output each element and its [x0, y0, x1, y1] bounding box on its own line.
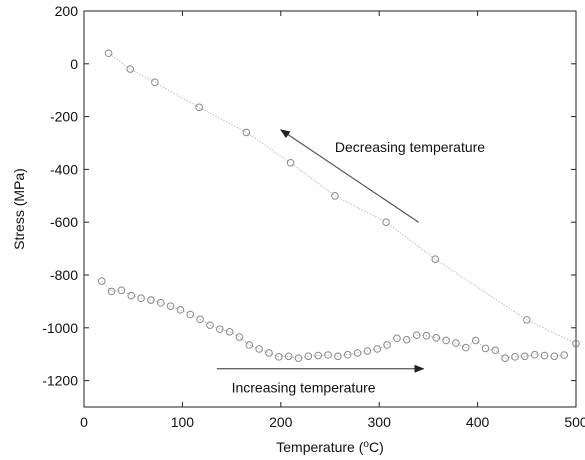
data-point [97, 277, 106, 285]
data-point [452, 339, 460, 347]
annotations: Decreasing temperature Increasing tempera… [216, 129, 485, 395]
plot-area [83, 10, 577, 408]
x-tick-label: 200 [269, 414, 293, 430]
data-point [137, 294, 145, 303]
data-point [382, 218, 390, 226]
y-tick-label: -1200 [42, 373, 78, 389]
data-point [245, 341, 254, 349]
data-point [166, 302, 175, 310]
data-point [383, 341, 391, 349]
data-point [255, 345, 263, 353]
data-point [393, 334, 401, 343]
data-point [331, 192, 339, 200]
y-tick-label: -400 [50, 161, 78, 177]
data-point [186, 310, 195, 319]
y-tick-label: -1000 [42, 320, 78, 336]
data-point [117, 286, 126, 295]
data-markers [97, 49, 580, 362]
y-axis: 200 0 -200 -400 -600 -800 -1000 -1200 [42, 3, 576, 389]
x-tick-label: 500 [564, 414, 585, 430]
data-point [560, 351, 568, 359]
data-point [242, 128, 251, 137]
data-point [353, 349, 362, 357]
data-point [491, 346, 500, 355]
data-point [511, 353, 519, 361]
data-point [530, 350, 539, 359]
data-point [151, 78, 159, 87]
data-point [127, 291, 136, 300]
data-point [286, 159, 295, 167]
x-axis-label: Temperature (oC) [276, 439, 384, 456]
data-point [304, 352, 313, 361]
data-point [225, 327, 234, 336]
data-point [147, 296, 155, 304]
y-tick-label: 0 [70, 56, 78, 72]
data-point [126, 65, 135, 73]
data-point [284, 352, 293, 361]
data-point [432, 334, 441, 342]
data-point [324, 351, 332, 359]
y-axis-label: Stress (MPa) [11, 168, 27, 250]
data-point [481, 344, 490, 353]
data-point [373, 345, 382, 353]
x-tick-label: 400 [466, 414, 490, 430]
annotation-arrow [279, 129, 419, 223]
y-tick-label: -800 [50, 267, 78, 283]
data-point [572, 339, 580, 348]
data-point [156, 298, 165, 307]
data-point [235, 333, 244, 341]
data-point [215, 325, 224, 333]
data-point [196, 315, 204, 324]
x-tick-label: 100 [171, 414, 195, 430]
series-line-2 [108, 52, 577, 344]
data-point [334, 352, 342, 361]
data-point [540, 351, 549, 360]
x-tick-label: 0 [80, 414, 88, 430]
data-point [461, 343, 470, 352]
data-point [471, 336, 480, 345]
series-line-1 [101, 280, 565, 359]
data-point [107, 287, 116, 296]
y-tick-label: -200 [50, 109, 78, 125]
series-lines [101, 52, 577, 359]
y-tick-label: 200 [55, 3, 79, 19]
data-point [343, 350, 352, 359]
data-point [501, 354, 509, 362]
data-point [275, 353, 283, 361]
data-point [363, 347, 372, 355]
plot-frame [83, 10, 577, 408]
data-point [294, 354, 303, 362]
annotation-label: Decreasing temperature [335, 139, 485, 155]
data-point [206, 321, 214, 329]
data-point [195, 103, 203, 112]
data-point [402, 335, 411, 344]
data-point [412, 331, 421, 339]
data-point [550, 352, 559, 361]
data-point [523, 316, 531, 324]
data-point [176, 306, 185, 314]
data-point [521, 352, 529, 361]
x-axis: 0 100 200 300 400 500 [80, 11, 585, 430]
data-point [422, 331, 431, 340]
x-tick-label: 300 [368, 414, 392, 430]
data-point [431, 255, 440, 263]
y-tick-label: -600 [50, 214, 78, 230]
annotation-label: Increasing temperature [232, 379, 376, 395]
data-point [104, 49, 113, 58]
data-point [265, 349, 273, 357]
data-point [442, 336, 450, 345]
data-point [314, 351, 322, 360]
